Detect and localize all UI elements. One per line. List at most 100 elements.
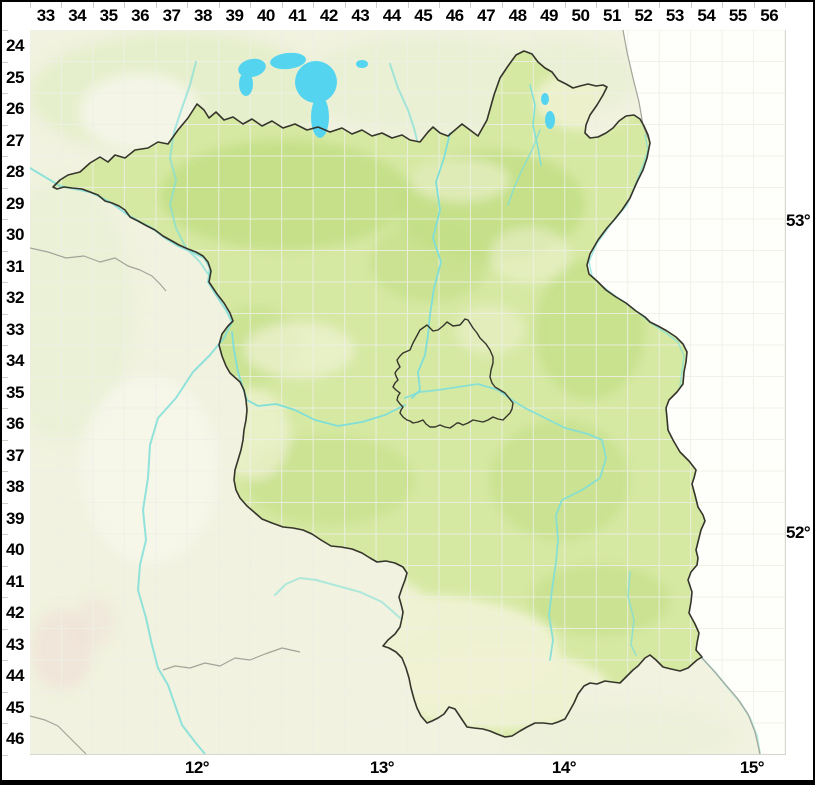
column-tick (61, 2, 63, 8)
row-label: 34 (6, 351, 24, 370)
latitude-label: 53° (786, 211, 811, 230)
frame-right (813, 0, 815, 785)
column-tick (155, 2, 157, 8)
column-tick (501, 2, 503, 8)
map-right-separator (785, 30, 786, 755)
row-header-band: 24 25 26 27 28 29 30 31 32 33 34 35 36 37 38 39 40 41 42 43… (0, 30, 30, 756)
column-label: 36 (131, 6, 150, 25)
row-tick (2, 250, 8, 252)
column-label: 46 (445, 6, 464, 25)
column-label: 42 (319, 6, 338, 25)
column-label: 53 (665, 6, 684, 25)
column-tick (627, 2, 629, 8)
column-tick (281, 2, 283, 8)
column-tick (690, 2, 692, 8)
row-label: 27 (6, 130, 24, 150)
row-tick (2, 597, 8, 598)
row-label: 35 (6, 382, 24, 402)
column-header-band: 33 34 35 36 37 38 39 40 41 42 43 44 45 46 47 48 49 50 51 52… (0, 0, 815, 30)
row-label: 45 (6, 697, 24, 717)
column-tick (250, 2, 252, 8)
column-tick (313, 2, 315, 8)
longitude-label: 12° (184, 758, 210, 777)
column-label: 39 (225, 6, 244, 25)
column-label: 41 (288, 6, 307, 25)
column-label: 45 (414, 6, 433, 25)
row-tick (2, 124, 8, 126)
column-label: 50 (571, 6, 590, 25)
river-spree (404, 383, 607, 661)
row-tick (2, 691, 8, 693)
column-tick (659, 2, 661, 8)
row-tick (2, 408, 8, 409)
river-havel-west (231, 331, 406, 427)
column-tick (438, 2, 440, 8)
column-label: 54 (697, 6, 716, 25)
row-tick (2, 439, 8, 441)
row-label: 25 (6, 67, 24, 87)
row-label: 38 (6, 477, 24, 496)
poland-area (587, 30, 785, 755)
row-tick (2, 471, 8, 472)
river-havel-north (427, 132, 451, 336)
row-tick (2, 345, 8, 346)
row-label: 36 (6, 414, 24, 433)
row-tick (2, 313, 8, 315)
row-tick (2, 187, 8, 189)
river-elster (274, 577, 401, 619)
row-tick (2, 30, 8, 31)
brandenburg-boundary (52, 50, 706, 738)
row-label: 28 (6, 162, 24, 181)
row-label: 46 (6, 729, 24, 748)
row-tick (2, 534, 8, 535)
column-label: 49 (540, 6, 559, 25)
longitude-label: 14° (551, 758, 577, 777)
row-label: 44 (6, 666, 24, 685)
frame-bottom (0, 780, 815, 785)
longitude-band: 12° 13° 14° 15° (30, 755, 815, 780)
column-tick (187, 2, 189, 8)
column-label: 43 (351, 6, 370, 25)
row-tick (2, 376, 8, 378)
column-tick (92, 2, 94, 8)
column-label: 48 (508, 6, 527, 25)
column-tick (218, 2, 220, 8)
row-label: 40 (6, 540, 24, 559)
frame-left (0, 0, 2, 785)
column-label: 37 (162, 6, 181, 25)
column-label: 34 (68, 6, 87, 25)
column-tick (376, 2, 378, 8)
river-spree-lusatia (627, 571, 637, 656)
row-tick (2, 61, 8, 63)
border-neisse (701, 657, 761, 755)
column-label: 40 (256, 6, 275, 25)
row-tick (2, 723, 8, 724)
row-label: 39 (6, 508, 24, 528)
row-label: 24 (6, 36, 24, 55)
row-tick (2, 219, 8, 220)
lakes (238, 52, 555, 138)
row-tick (2, 628, 8, 630)
column-tick (722, 2, 724, 8)
map-canvas[interactable] (30, 30, 785, 755)
river-havel-upper (169, 61, 209, 275)
column-label: 51 (603, 6, 621, 25)
row-label: 37 (6, 445, 24, 465)
column-label: 55 (728, 6, 747, 25)
river-ucker (529, 84, 542, 166)
river-finow (507, 129, 541, 206)
row-tick (2, 93, 8, 94)
column-tick (533, 2, 535, 8)
row-label: 32 (6, 288, 24, 307)
row-tick (2, 502, 8, 504)
column-label: 56 (760, 6, 779, 25)
column-tick (596, 2, 598, 8)
row-label: 42 (6, 603, 24, 622)
berlin-boundary (392, 318, 514, 429)
column-tick (753, 2, 755, 8)
column-tick (30, 2, 31, 8)
frame-top (0, 0, 815, 2)
border-southwest-2 (162, 647, 301, 671)
row-tick (2, 754, 8, 756)
column-tick (564, 2, 566, 8)
